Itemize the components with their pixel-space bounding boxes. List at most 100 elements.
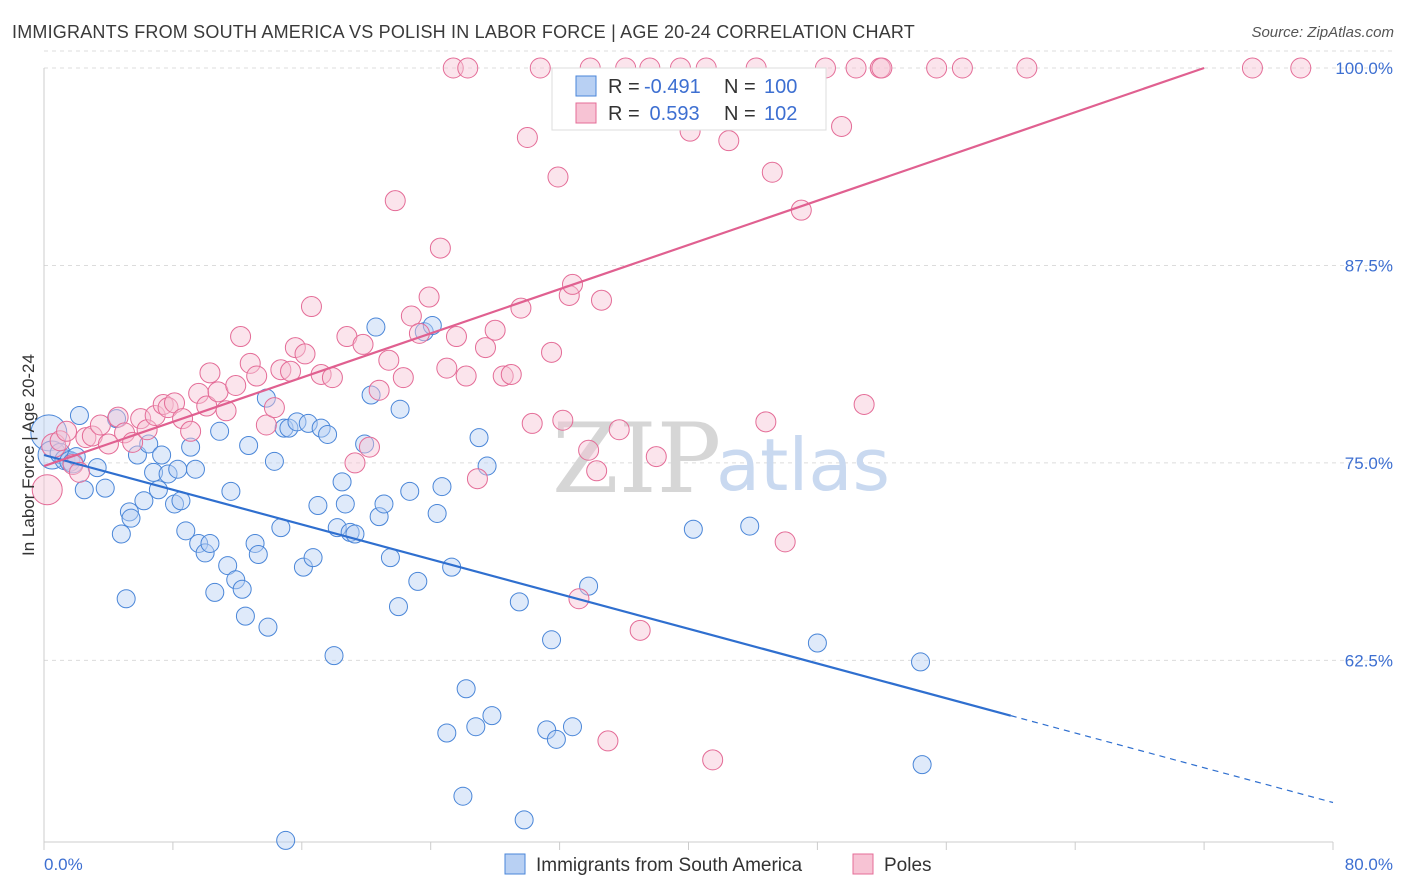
point-poles: [474, 337, 496, 359]
point-poles: [853, 393, 875, 415]
point-south-america: [279, 418, 299, 438]
point-south-america: [264, 451, 284, 471]
watermark: ZIP atlas: [552, 403, 890, 515]
point-south-america: [355, 434, 375, 454]
point-south-america: [218, 556, 238, 576]
point-poles: [578, 439, 600, 461]
point-poles: [188, 382, 210, 404]
point-south-america: [332, 472, 352, 492]
point-south-america: [116, 589, 136, 609]
point-south-america: [422, 315, 442, 335]
point-south-america: [121, 508, 141, 528]
point-poles: [239, 352, 261, 374]
point-poles: [484, 319, 506, 341]
point-poles: [702, 749, 724, 771]
point-south-america: [432, 477, 452, 497]
y-tick-labels: 100.0% 87.5% 75.0% 62.5%: [1335, 59, 1393, 670]
point-poles: [845, 57, 867, 79]
y-tick-label: 75.0%: [1345, 454, 1393, 473]
point-poles: [521, 412, 543, 434]
legend-r-value-1: -0.491: [644, 76, 701, 98]
point-south-america: [335, 494, 355, 514]
chart-title: IMMIGRANTS FROM SOUTH AMERICA VS POLISH …: [12, 22, 915, 42]
point-poles: [75, 427, 97, 449]
x-tick-label-min: 0.0%: [44, 855, 83, 874]
y-tick-label: 100.0%: [1335, 59, 1393, 78]
point-poles: [358, 436, 380, 458]
point-poles: [344, 452, 366, 474]
point-poles: [500, 363, 522, 385]
point-poles: [352, 333, 374, 355]
scatter-points: [30, 57, 1312, 850]
chart-source: Source: ZipAtlas.com: [1251, 24, 1394, 41]
point-south-america: [514, 810, 534, 830]
point-poles: [400, 305, 422, 327]
legend-r-label-1: R =: [608, 76, 640, 98]
point-south-america: [303, 548, 323, 568]
point-poles: [645, 446, 667, 468]
point-poles: [597, 730, 619, 752]
point-south-america: [408, 571, 428, 591]
x-tick-label-max: 80.0%: [1345, 855, 1393, 874]
point-poles: [516, 127, 538, 149]
point-poles: [56, 420, 78, 442]
point-poles: [246, 365, 268, 387]
point-poles: [199, 362, 221, 384]
point-south-america: [195, 543, 215, 563]
trend-line-poles: [43, 66, 1205, 468]
point-south-america: [205, 582, 225, 602]
point-poles: [871, 57, 893, 79]
point-poles: [180, 420, 202, 442]
point-south-america: [293, 557, 313, 577]
point-poles: [492, 365, 514, 387]
y-tick-label: 62.5%: [1345, 651, 1393, 670]
point-poles: [718, 130, 740, 152]
x-ticks: [43, 842, 1334, 850]
point-poles: [225, 374, 247, 396]
series-legend-label-blue[interactable]: Immigrants from South America: [536, 855, 803, 876]
point-south-america: [235, 606, 255, 626]
point-poles: [418, 286, 440, 308]
point-poles: [774, 531, 796, 553]
legend-swatch-pink: [575, 102, 597, 124]
point-poles: [590, 289, 612, 311]
point-south-america: [152, 445, 172, 465]
point-south-america: [221, 481, 241, 501]
point-south-america: [210, 421, 230, 441]
point-poles: [378, 349, 400, 371]
point-poles: [68, 461, 90, 483]
point-south-america: [437, 723, 457, 743]
point-poles: [629, 619, 651, 641]
point-poles: [466, 468, 488, 490]
point-south-america: [185, 459, 205, 479]
point-south-america: [181, 437, 201, 457]
legend-r-value-2: 0.593: [644, 103, 700, 125]
legend-n-label-1: N =: [724, 76, 756, 98]
point-poles: [1290, 57, 1312, 79]
point-south-america: [542, 630, 562, 650]
point-poles: [294, 343, 316, 365]
point-poles: [1241, 57, 1263, 79]
point-south-america: [226, 570, 246, 590]
point-poles: [107, 406, 129, 428]
point-south-america: [366, 317, 386, 337]
point-south-america: [134, 491, 154, 511]
legend-n-value-2: 102: [764, 103, 797, 125]
series-legend-swatch-pink[interactable]: [852, 853, 874, 875]
point-poles: [429, 237, 451, 259]
point-poles: [755, 411, 777, 433]
series-legend-swatch-blue[interactable]: [504, 853, 526, 875]
series-legend-label-pink[interactable]: Poles: [884, 855, 932, 876]
point-poles: [436, 357, 458, 379]
point-south-america: [537, 720, 557, 740]
point-south-america: [69, 406, 89, 426]
point-south-america: [911, 652, 931, 672]
point-poles: [392, 367, 414, 389]
point-poles: [31, 474, 63, 506]
point-poles: [368, 379, 390, 401]
point-south-america: [740, 516, 760, 536]
legend-n-label-2: N =: [724, 103, 756, 125]
point-poles: [552, 409, 574, 431]
point-south-america: [298, 413, 318, 433]
point-south-america: [390, 399, 410, 419]
